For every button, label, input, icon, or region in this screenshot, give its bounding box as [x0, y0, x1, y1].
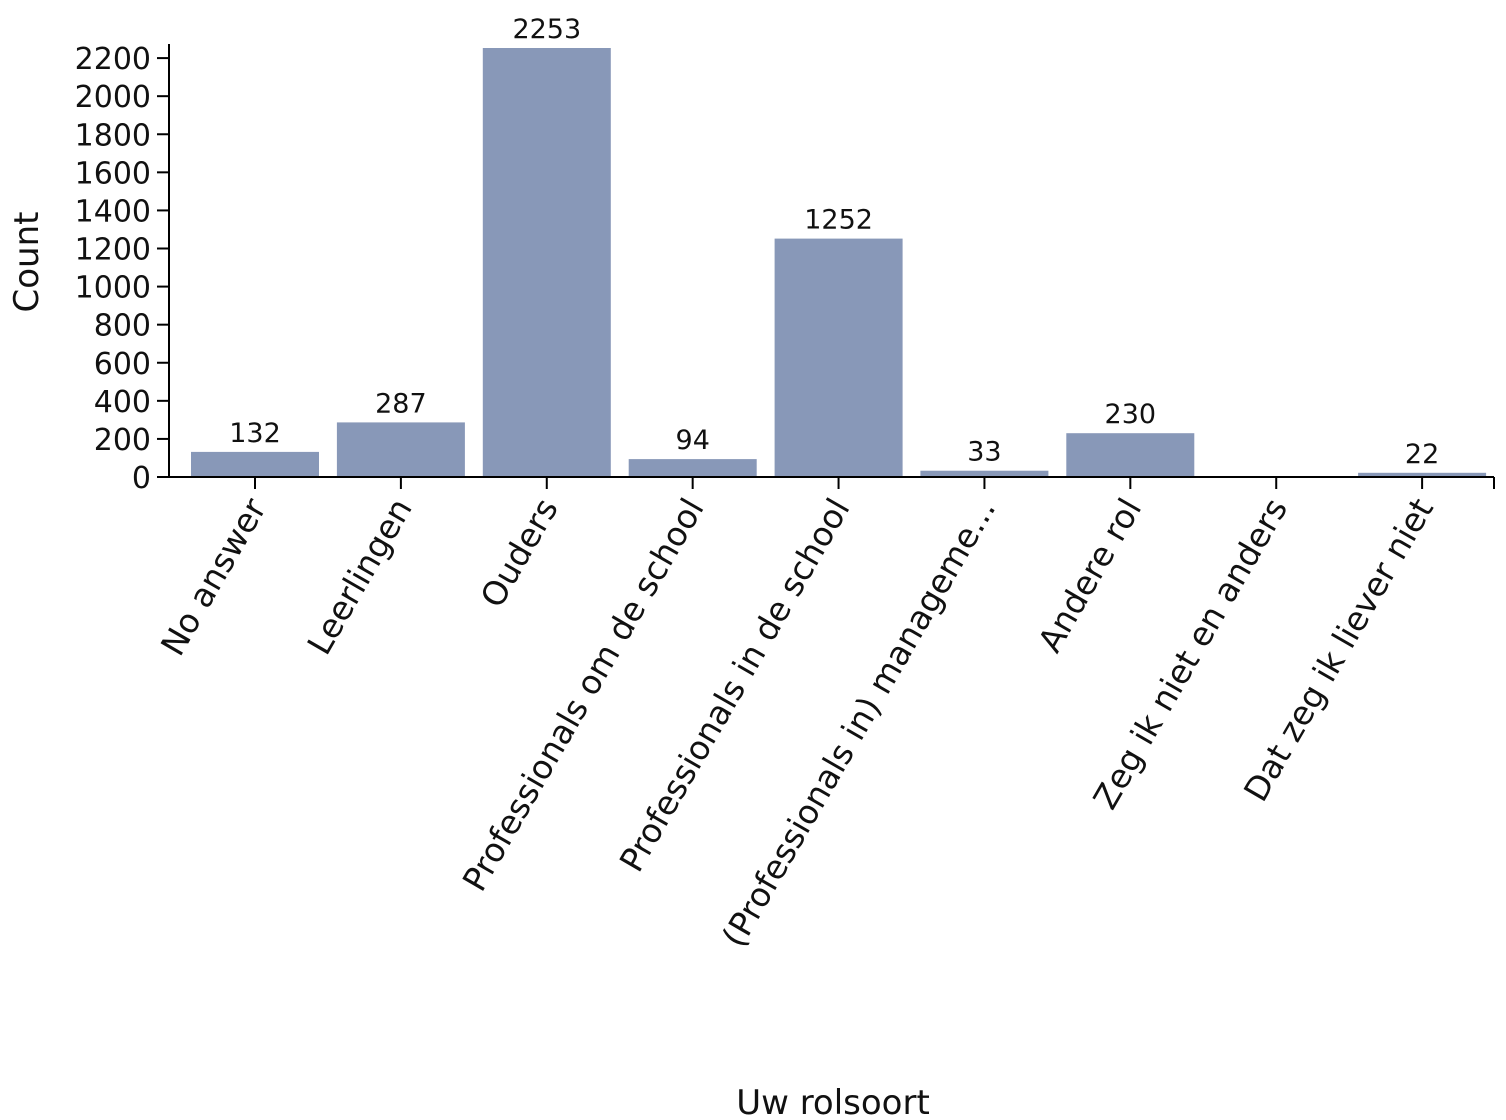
bar-value-label: 1252 — [804, 205, 873, 236]
bar — [1066, 433, 1195, 477]
y-tick-label: 1800 — [75, 118, 151, 153]
bar — [774, 238, 903, 477]
y-tick-label: 400 — [94, 385, 151, 420]
x-tick-label: Andere rol — [1030, 492, 1149, 659]
bar — [920, 470, 1049, 477]
y-tick-label: 600 — [94, 347, 151, 382]
bar — [1358, 472, 1487, 477]
y-tick-label: 2000 — [75, 80, 151, 115]
bar — [191, 451, 319, 477]
y-tick-label: 2200 — [75, 42, 151, 77]
bar-value-label: 33 — [967, 437, 1001, 468]
y-tick-label: 1200 — [75, 233, 151, 268]
y-axis-title: Count — [7, 212, 47, 313]
x-tick-label: Leerlingen — [299, 492, 419, 662]
bar — [336, 422, 465, 477]
bars — [191, 48, 1487, 477]
bar-value-label: 287 — [375, 388, 427, 419]
x-tick-label: No answer — [153, 491, 274, 662]
y-tick-label: 800 — [94, 309, 151, 344]
bar-value-label: 230 — [1105, 399, 1157, 430]
y-tick-label: 200 — [94, 423, 151, 458]
x-tick-label: Professionals om de school — [455, 492, 712, 898]
data-labels: 132 287 2253 94 1252 33 230 22 — [229, 14, 1439, 470]
y-tick-label: 0 — [132, 461, 151, 496]
bar — [628, 459, 757, 477]
x-axis-title: Uw rolsoort — [736, 1083, 930, 1120]
y-tick-label: 1000 — [75, 271, 151, 306]
y-tick-label: 1600 — [75, 156, 151, 191]
bar-value-label: 132 — [229, 418, 281, 449]
bar-value-label: 2253 — [512, 14, 581, 45]
y-tick-label: 1400 — [75, 194, 151, 229]
x-tick-label: (Professionals in) manageme... — [714, 492, 1003, 954]
bar-value-label: 94 — [676, 425, 710, 456]
bar — [482, 48, 611, 477]
bar-value-label: 22 — [1405, 439, 1439, 470]
x-tick-label: Ouders — [473, 492, 566, 614]
